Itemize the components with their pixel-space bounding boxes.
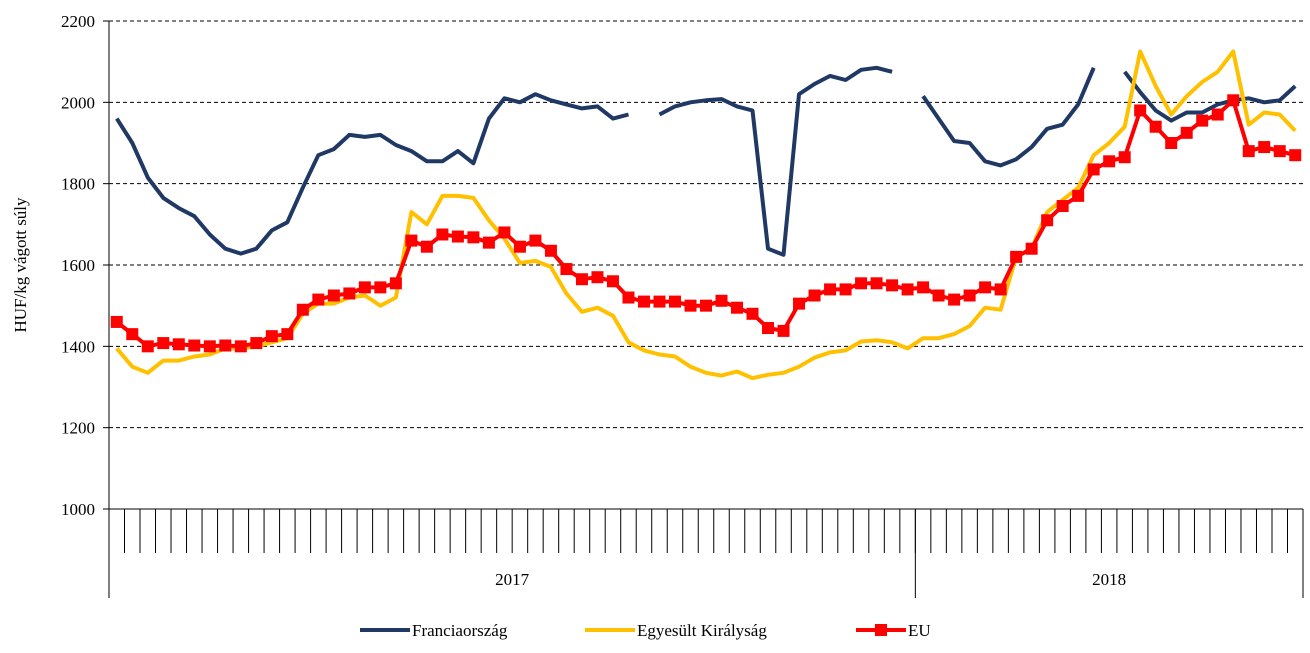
series-marker <box>560 263 573 276</box>
y-axis-label: HUF/kg vágott súly <box>11 197 30 333</box>
series-marker <box>234 340 247 353</box>
series-marker <box>824 283 837 296</box>
series-marker <box>1289 149 1302 162</box>
series-marker <box>1087 163 1100 176</box>
series-marker <box>1149 120 1162 133</box>
y-tick-label: 1200 <box>61 419 95 438</box>
series-marker <box>731 301 744 314</box>
series-marker <box>513 240 526 253</box>
series-marker <box>1025 242 1038 255</box>
series-marker <box>389 277 402 290</box>
series-marker <box>917 281 930 294</box>
series-marker <box>886 279 899 292</box>
series-marker <box>653 295 666 308</box>
series-marker <box>948 293 961 306</box>
series-marker <box>606 275 619 288</box>
series-marker <box>979 281 992 294</box>
series-marker <box>777 324 790 337</box>
series-marker <box>963 289 976 302</box>
series-marker <box>591 271 604 284</box>
series-marker <box>762 322 775 335</box>
series-marker <box>622 291 635 304</box>
series-marker <box>157 337 170 350</box>
series-marker <box>436 228 449 241</box>
series-marker <box>451 230 464 243</box>
series-marker <box>1134 104 1147 117</box>
series-marker <box>1072 189 1085 202</box>
series-marker <box>1165 137 1178 149</box>
series-marker <box>793 297 806 310</box>
y-tick-label: 1600 <box>61 256 95 275</box>
series-marker <box>1242 145 1255 158</box>
series-marker <box>932 289 945 302</box>
series-marker <box>1118 151 1131 164</box>
series-marker <box>126 328 139 341</box>
y-tick-label: 1400 <box>61 337 95 356</box>
series-marker <box>281 328 294 341</box>
series-marker <box>405 234 418 247</box>
series-marker <box>1041 214 1054 227</box>
legend-label: EU <box>908 621 931 640</box>
series-marker <box>544 244 557 257</box>
series-marker <box>296 303 309 316</box>
y-tick-label: 1800 <box>61 175 95 194</box>
series-marker <box>994 283 1007 296</box>
series-marker <box>901 283 914 296</box>
series-marker <box>529 234 542 247</box>
series-marker <box>1258 141 1271 154</box>
y-tick-label: 2000 <box>61 93 95 112</box>
y-tick-label: 2200 <box>61 12 95 31</box>
series-marker <box>684 299 697 312</box>
series-marker <box>141 340 154 353</box>
series-marker <box>700 299 712 312</box>
series-marker <box>839 283 852 296</box>
series-marker <box>188 339 201 352</box>
group-label: 2017 <box>495 570 530 589</box>
series-marker <box>343 287 356 300</box>
series-marker <box>668 295 681 308</box>
series-marker <box>172 338 185 351</box>
series-marker <box>203 340 216 353</box>
series-marker <box>715 294 728 307</box>
series-marker <box>219 339 232 352</box>
series-marker <box>110 315 123 328</box>
series-marker <box>1196 114 1209 127</box>
series-marker <box>420 240 433 253</box>
series-marker <box>855 277 868 290</box>
series-marker <box>870 277 883 290</box>
series-marker <box>327 289 340 302</box>
series-marker <box>467 231 480 244</box>
series-line <box>115 49 1297 381</box>
legend-label: Franciaország <box>412 621 508 640</box>
group-label: 2018 <box>1092 570 1126 589</box>
y-tick-label: 1000 <box>61 500 95 519</box>
series-marker <box>575 273 588 286</box>
series-marker <box>312 293 325 306</box>
series-marker <box>250 337 263 350</box>
series-marker <box>1056 200 1069 213</box>
series-marker <box>1273 145 1286 158</box>
series-marker <box>1227 94 1240 107</box>
legend-marker <box>875 624 887 636</box>
series-marker <box>1211 108 1224 121</box>
series-marker <box>482 236 495 249</box>
series-marker <box>1180 126 1193 139</box>
series-marker <box>637 295 650 308</box>
series-marker <box>265 330 278 343</box>
series-marker <box>358 281 371 294</box>
series-marker <box>746 307 759 320</box>
series-line <box>115 65 1297 257</box>
series-marker <box>808 289 821 302</box>
series-marker <box>1010 250 1023 263</box>
series-marker <box>1103 155 1116 168</box>
legend-label: Egyesült Királyság <box>637 621 767 640</box>
series-marker <box>374 281 387 294</box>
series-marker <box>498 226 511 239</box>
